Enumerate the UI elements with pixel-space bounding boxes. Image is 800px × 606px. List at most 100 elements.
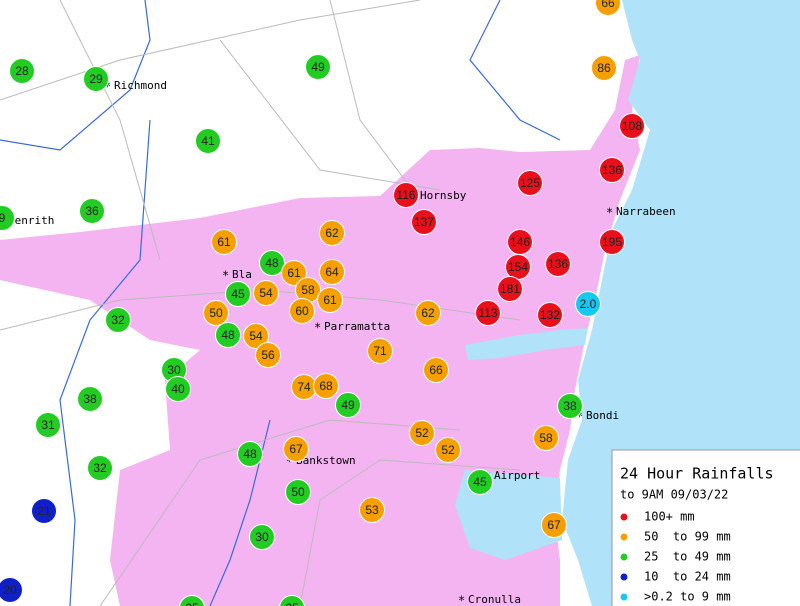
station-value: 31 (41, 418, 55, 432)
station-value: 30 (167, 363, 181, 377)
places: *Richmond*Penrith*Hornsby*Narrabeen*Bla*… (0, 79, 676, 606)
station-marker (541, 512, 567, 538)
station-value: 49 (341, 398, 355, 412)
station-marker (475, 300, 501, 326)
station-value: 54 (249, 329, 263, 343)
place-marker: * (576, 410, 583, 424)
station-marker (165, 376, 191, 402)
legend-label: 100+ mm (644, 510, 695, 524)
station-marker (435, 437, 461, 463)
station-value: 71 (373, 344, 387, 358)
place-name: Narrabeen (616, 205, 676, 218)
station-value: 113 (478, 306, 497, 320)
station-value: 53 (365, 503, 379, 517)
station-value: 50 (291, 485, 305, 499)
station-marker (557, 393, 583, 419)
station-marker (83, 66, 109, 92)
station-value: 28 (15, 64, 29, 78)
station-value: 40 (171, 382, 185, 396)
station-value: 67 (547, 518, 561, 532)
place-marker: * (606, 206, 613, 220)
station-marker (359, 497, 385, 523)
legend-label: 25 to 49 mm (644, 550, 731, 564)
place-name: Penrith (8, 214, 54, 227)
station-marker (619, 113, 645, 139)
urban-area (0, 55, 640, 606)
station-marker (317, 287, 343, 313)
station-value: 61 (323, 293, 337, 307)
station-marker (249, 524, 275, 550)
station-value: 32 (93, 461, 107, 475)
station-marker (215, 322, 241, 348)
place-marker: * (286, 455, 293, 469)
station-marker (305, 54, 331, 80)
legend-swatch (620, 533, 628, 541)
station-value: 45 (473, 475, 487, 489)
station-value: 41 (201, 134, 215, 148)
station-value: 48 (243, 447, 257, 461)
station-value: 25 (185, 601, 199, 606)
station-value: 86 (597, 61, 611, 75)
station-value: 154 (508, 260, 528, 274)
station-value: 74 (297, 380, 311, 394)
station-marker (595, 0, 621, 16)
station-marker (335, 392, 361, 418)
station-marker (319, 220, 345, 246)
legend-box (611, 449, 800, 606)
place-name: Parramatta (324, 320, 390, 333)
station-value: 61 (217, 235, 231, 249)
place-name: Bondi (586, 409, 619, 422)
station-value: 136 (548, 257, 568, 271)
station-value: 66 (601, 0, 615, 10)
place-name: Hornsby (420, 189, 467, 202)
station-marker (415, 300, 441, 326)
station-marker (279, 595, 305, 606)
station-marker (313, 373, 339, 399)
station-value: 29 (89, 72, 103, 86)
station-marker (195, 128, 221, 154)
station-value: 56 (261, 348, 275, 362)
station-marker (537, 302, 563, 328)
place-name: Bankstown (296, 454, 356, 467)
station-value: 66 (429, 363, 443, 377)
station-marker (225, 281, 251, 307)
station-value: 20 (3, 583, 17, 597)
legend-swatch (620, 513, 628, 521)
place-marker: * (458, 594, 465, 606)
station-marker (409, 420, 435, 446)
station-marker (31, 498, 57, 524)
station-marker (35, 412, 61, 438)
station-value: 58 (301, 283, 315, 297)
stations: 66 28 29 49 86 108 41 136 125 116 137 9 36 195 61 62 146… (0, 0, 645, 606)
station-marker (283, 436, 309, 462)
station-value: 30 (255, 530, 269, 544)
station-marker (599, 229, 625, 255)
station-value: 136 (602, 163, 622, 177)
station-value: 48 (221, 328, 235, 342)
station-value: 50 (209, 306, 223, 320)
station-value: 62 (421, 306, 435, 320)
station-marker (423, 357, 449, 383)
station-marker (179, 595, 205, 606)
station-marker (591, 55, 617, 81)
legend-label: 10 to 24 mm (644, 570, 731, 584)
station-value: 49 (311, 60, 325, 74)
legend-swatch (620, 553, 628, 561)
station-marker (497, 276, 523, 302)
station-value: 137 (414, 215, 434, 229)
legend-label: >0.2 to 9 mm (644, 590, 731, 604)
station-marker (9, 58, 35, 84)
place-marker: * (104, 80, 111, 94)
station-value: 61 (287, 266, 301, 280)
station-value: 68 (319, 379, 333, 393)
station-value: 52 (441, 443, 455, 457)
station-value: 45 (231, 287, 245, 301)
legend-label: 50 to 99 mm (644, 530, 731, 544)
station-marker (517, 170, 543, 196)
station-value: 132 (540, 308, 560, 322)
station-value: 21 (37, 504, 51, 518)
station-value: 36 (85, 204, 99, 218)
place-name: Richmond (114, 79, 167, 92)
legend-swatch (620, 593, 628, 601)
